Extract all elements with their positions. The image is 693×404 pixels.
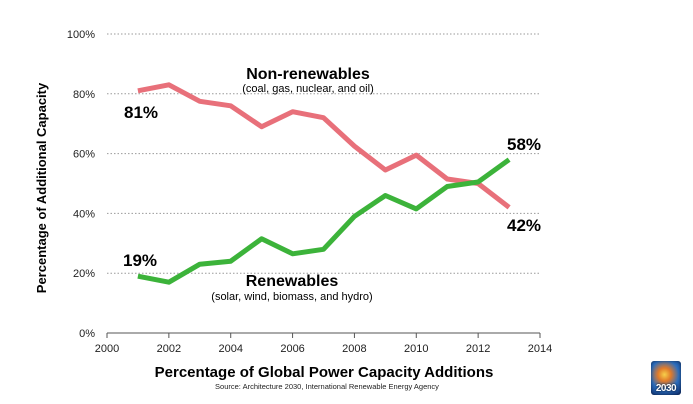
y-tick-label: 40% [73,208,95,220]
architecture-2030-logo: 2030 [651,361,681,395]
non-renewables-end-label: 42% [507,216,541,235]
non-renewables-label: Non-renewables [246,66,370,83]
renewables-line [137,157,511,285]
x-tick-label: 2004 [218,343,242,355]
renewables-label: Renewables [246,273,339,290]
y-tick-label: 0% [79,328,95,340]
non-renewables-line [137,82,511,210]
y-tick-label: 20% [73,268,95,280]
y-axis-title: Percentage of Additional Capacity [34,82,49,293]
logo-text: 2030 [655,383,677,394]
x-tick-label: 2014 [528,343,552,355]
x-tick-label: 2000 [95,343,119,355]
x-tick-label: 2006 [280,343,304,355]
x-tick-label: 2012 [466,343,490,355]
x-tick-labels: 2000 2002 2004 2006 2008 2010 2012 2014 [95,343,552,355]
gridlines [107,33,540,274]
renewables-start-label: 19% [123,251,157,270]
non-renewables-sublabel: (coal, gas, nuclear, and oil) [242,83,373,95]
y-tick-label: 60% [73,149,95,161]
y-tick-label: 80% [73,89,95,101]
axes [106,332,541,338]
series-lines [137,82,511,285]
renewables-sublabel: (solar, wind, biomass, and hydro) [211,291,372,303]
y-tick-label: 100% [67,29,95,41]
non-renewables-start-label: 81% [124,103,158,122]
renewables-end-label: 58% [507,135,541,154]
x-tick-label: 2002 [157,343,181,355]
x-tick-label: 2008 [342,343,366,355]
y-tick-labels: 0% 20% 40% 60% 80% 100% [67,29,95,340]
source-note: Source: Architecture 2030, International… [215,382,439,391]
x-tick-label: 2010 [404,343,428,355]
x-axis-title: Percentage of Global Power Capacity Addi… [155,364,494,381]
